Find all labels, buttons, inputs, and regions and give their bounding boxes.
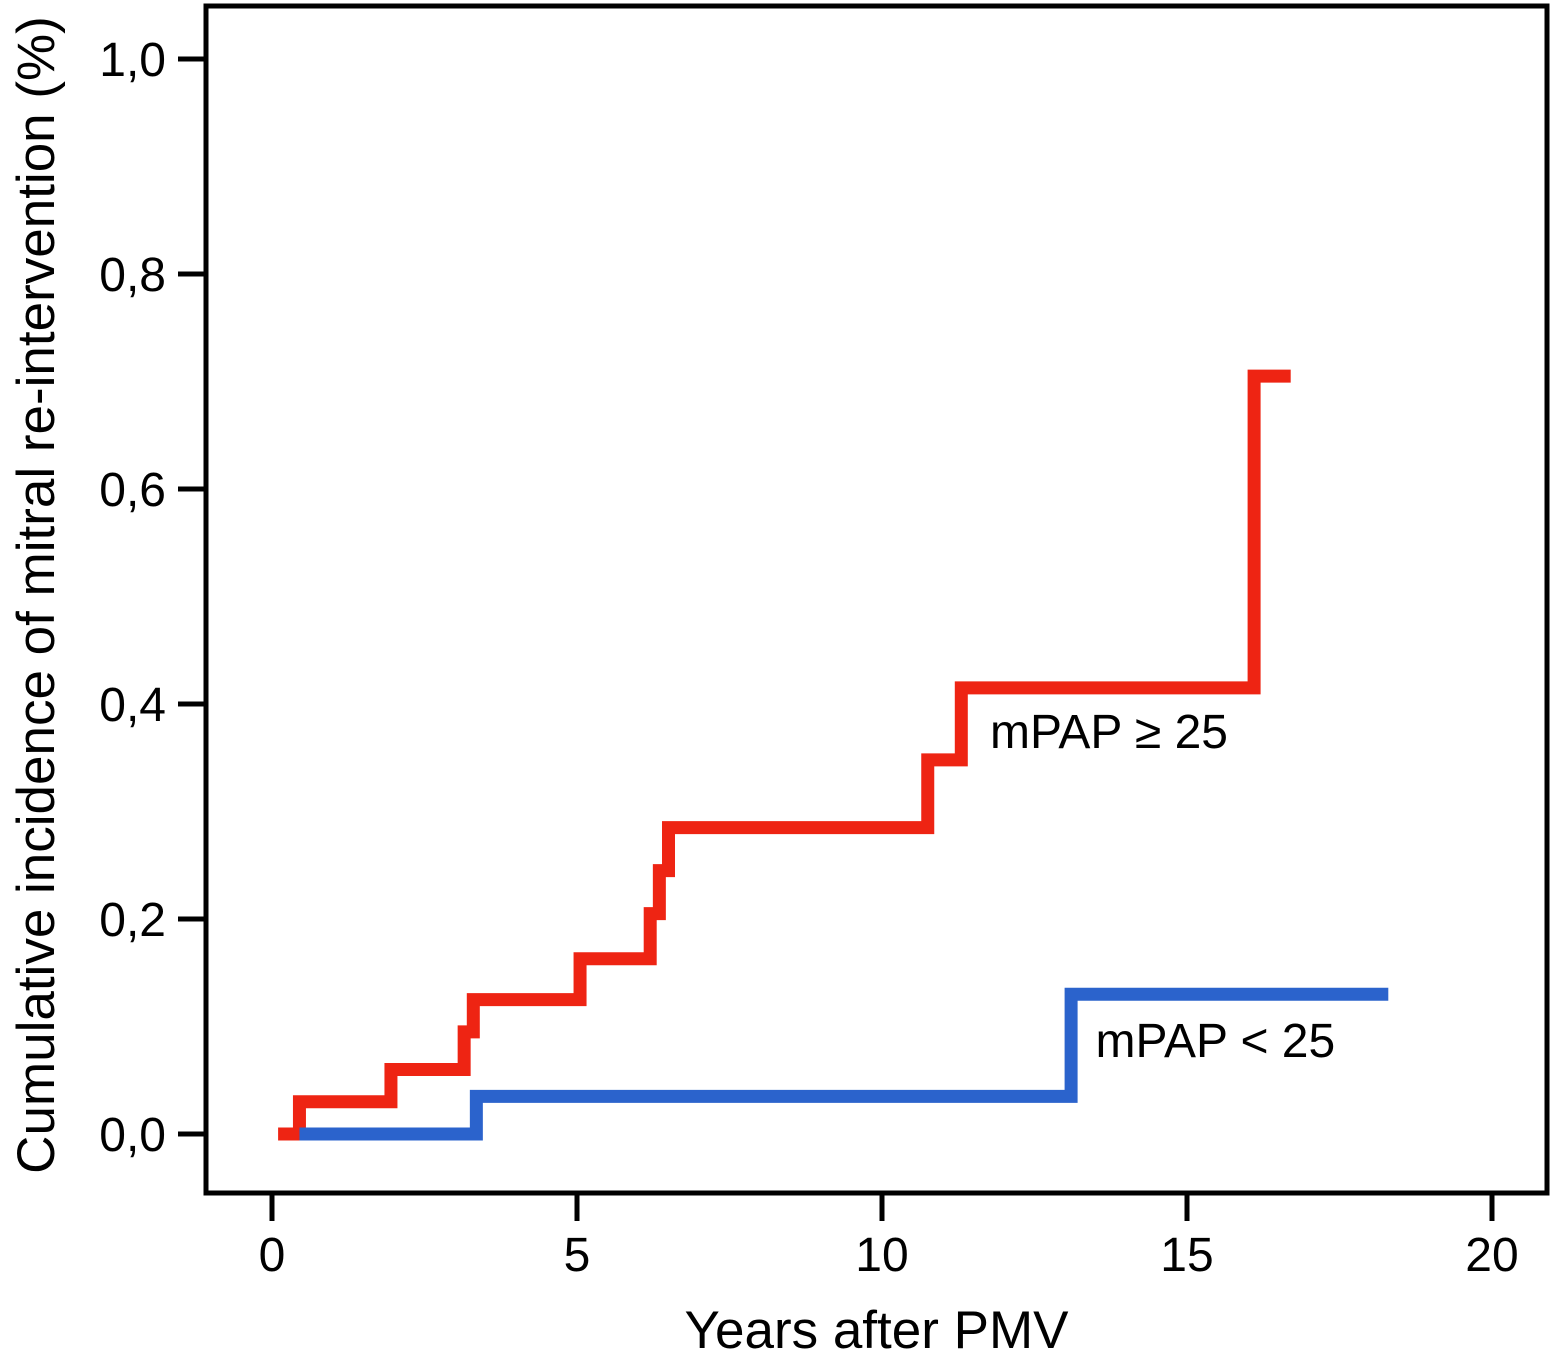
series-label-mpap-ge-25: mPAP ≥ 25	[989, 706, 1228, 760]
y-axis-title: Cumulative incidence of mitral re-interv…	[7, 16, 66, 1174]
x-axis-title: Years after PMV	[684, 1301, 1069, 1360]
y-tick-label: 0,6	[99, 464, 166, 517]
x-tick-label: 0	[259, 1229, 286, 1282]
x-tick-label: 10	[855, 1229, 908, 1282]
y-tick-label: 0,0	[99, 1109, 166, 1162]
series-label-mpap-lt-25: mPAP < 25	[1095, 1014, 1336, 1068]
y-tick-label: 0,8	[99, 249, 166, 302]
y-tick-label: 1,0	[99, 34, 166, 87]
x-tick-label: 20	[1465, 1229, 1518, 1282]
plot-border	[203, 3, 1550, 1196]
series-line-mpap-lt-25	[299, 987, 1389, 1141]
y-tick-label: 0,4	[99, 679, 166, 732]
series-line-mpap-ge-25	[278, 369, 1291, 1141]
x-tick-label: 15	[1160, 1229, 1213, 1282]
y-tick-label: 0,2	[99, 894, 166, 947]
x-tick-label: 5	[564, 1229, 591, 1282]
